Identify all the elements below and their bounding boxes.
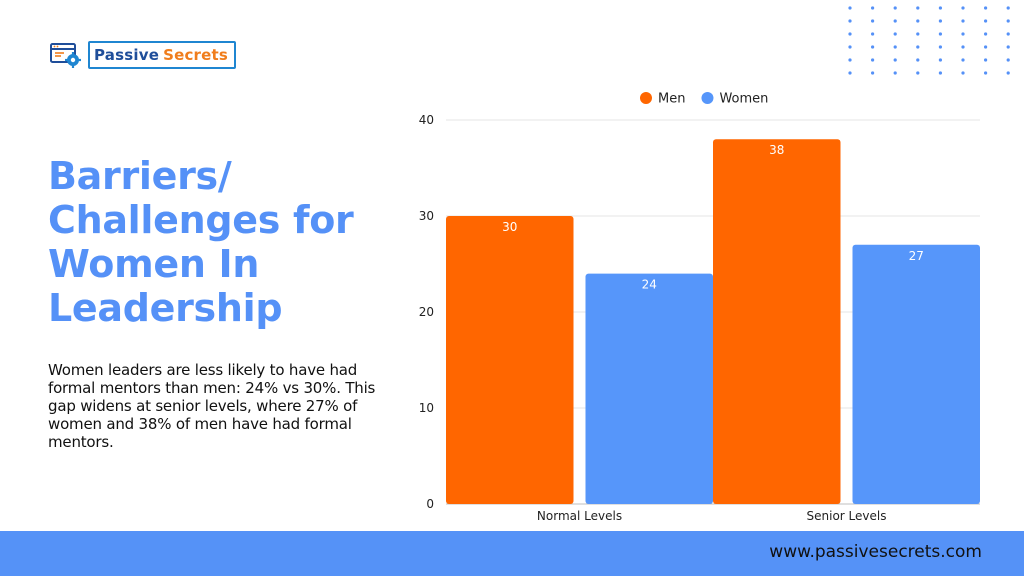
decoration-dot (938, 32, 942, 36)
data-label: 27 (909, 249, 924, 263)
decoration-dot (916, 45, 920, 49)
decoration-dot (1006, 45, 1010, 49)
decoration-dot (984, 58, 988, 62)
decoration-dot (893, 71, 897, 75)
decoration-dot (1006, 19, 1010, 23)
y-tick-label: 10 (419, 401, 434, 415)
decoration-dot (871, 45, 875, 49)
decoration-dot (916, 19, 920, 23)
decoration-dot (848, 6, 852, 10)
y-tick-label: 30 (419, 209, 434, 223)
page-title: Barriers/ Challenges for Women In Leader… (48, 154, 354, 330)
decoration-dot (961, 58, 965, 62)
legend-label: Women (719, 92, 768, 107)
x-tick-label: Senior Levels (807, 509, 887, 523)
legend-label: Men (658, 92, 685, 107)
data-label: 38 (769, 143, 784, 157)
decoration-dot (938, 19, 942, 23)
decoration-dot (984, 19, 988, 23)
decoration-dot (871, 58, 875, 62)
decoration-dot (1006, 32, 1010, 36)
footer-bar: www.passivesecrets.com (0, 531, 1024, 576)
footer-url-link[interactable]: www.passivesecrets.com (769, 542, 982, 562)
bar (446, 216, 574, 504)
decoration-dot (916, 58, 920, 62)
bar (713, 139, 841, 504)
decoration-dot (984, 71, 988, 75)
logo-word-secrets: Secrets (163, 46, 229, 64)
decoration-dot (893, 58, 897, 62)
decoration-dot (893, 19, 897, 23)
decoration-dot (961, 45, 965, 49)
y-tick-label: 0 (426, 497, 434, 511)
data-label: 24 (642, 278, 657, 292)
decoration-dot (961, 71, 965, 75)
decoration-dot (1006, 71, 1010, 75)
decoration-dot (938, 58, 942, 62)
decoration-dot (961, 6, 965, 10)
decoration-dot (916, 32, 920, 36)
y-tick-label: 20 (419, 305, 434, 319)
decoration-dot (893, 6, 897, 10)
bar (852, 244, 980, 505)
decoration-dot (893, 45, 897, 49)
decoration-dot (871, 32, 875, 36)
logo-wordmark: Passive Secrets (88, 41, 237, 69)
bar (585, 273, 713, 504)
logo-word-passive: Passive (94, 46, 160, 64)
decoration-dot (916, 6, 920, 10)
decoration-dot (871, 71, 875, 75)
decoration-dot (848, 32, 852, 36)
x-tick-label: Normal Levels (537, 509, 622, 523)
decoration-dot (848, 58, 852, 62)
decoration-dot (984, 45, 988, 49)
decoration-dot (984, 32, 988, 36)
decoration-dot (871, 6, 875, 10)
browser-gear-icon (50, 43, 81, 68)
brand-logo[interactable]: Passive Secrets (50, 41, 237, 69)
decoration-dot (938, 6, 942, 10)
decoration-dot (848, 45, 852, 49)
decoration-dot (1006, 58, 1010, 62)
decoration-dot (893, 32, 897, 36)
decoration-dot (938, 71, 942, 75)
decoration-dot (848, 19, 852, 23)
decoration-dot (1006, 6, 1010, 10)
decoration-dot (871, 19, 875, 23)
legend-marker (701, 92, 714, 104)
decoration-dot (938, 45, 942, 49)
decoration-dot (961, 32, 965, 36)
legend-marker (640, 92, 652, 104)
bar-chart: 0 10 20 30 40 30 24 Normal Levels 38 27 Senior Lev… (419, 92, 980, 523)
decoration-dot (961, 19, 965, 23)
description-text: Women leaders are less likely to have ha… (48, 361, 376, 451)
data-label: 30 (502, 220, 517, 234)
y-tick-label: 40 (419, 113, 434, 127)
decoration-dot (916, 71, 920, 75)
decorative-dot-grid (848, 6, 1010, 75)
decoration-dot (848, 71, 852, 75)
decoration-dot (984, 6, 988, 10)
